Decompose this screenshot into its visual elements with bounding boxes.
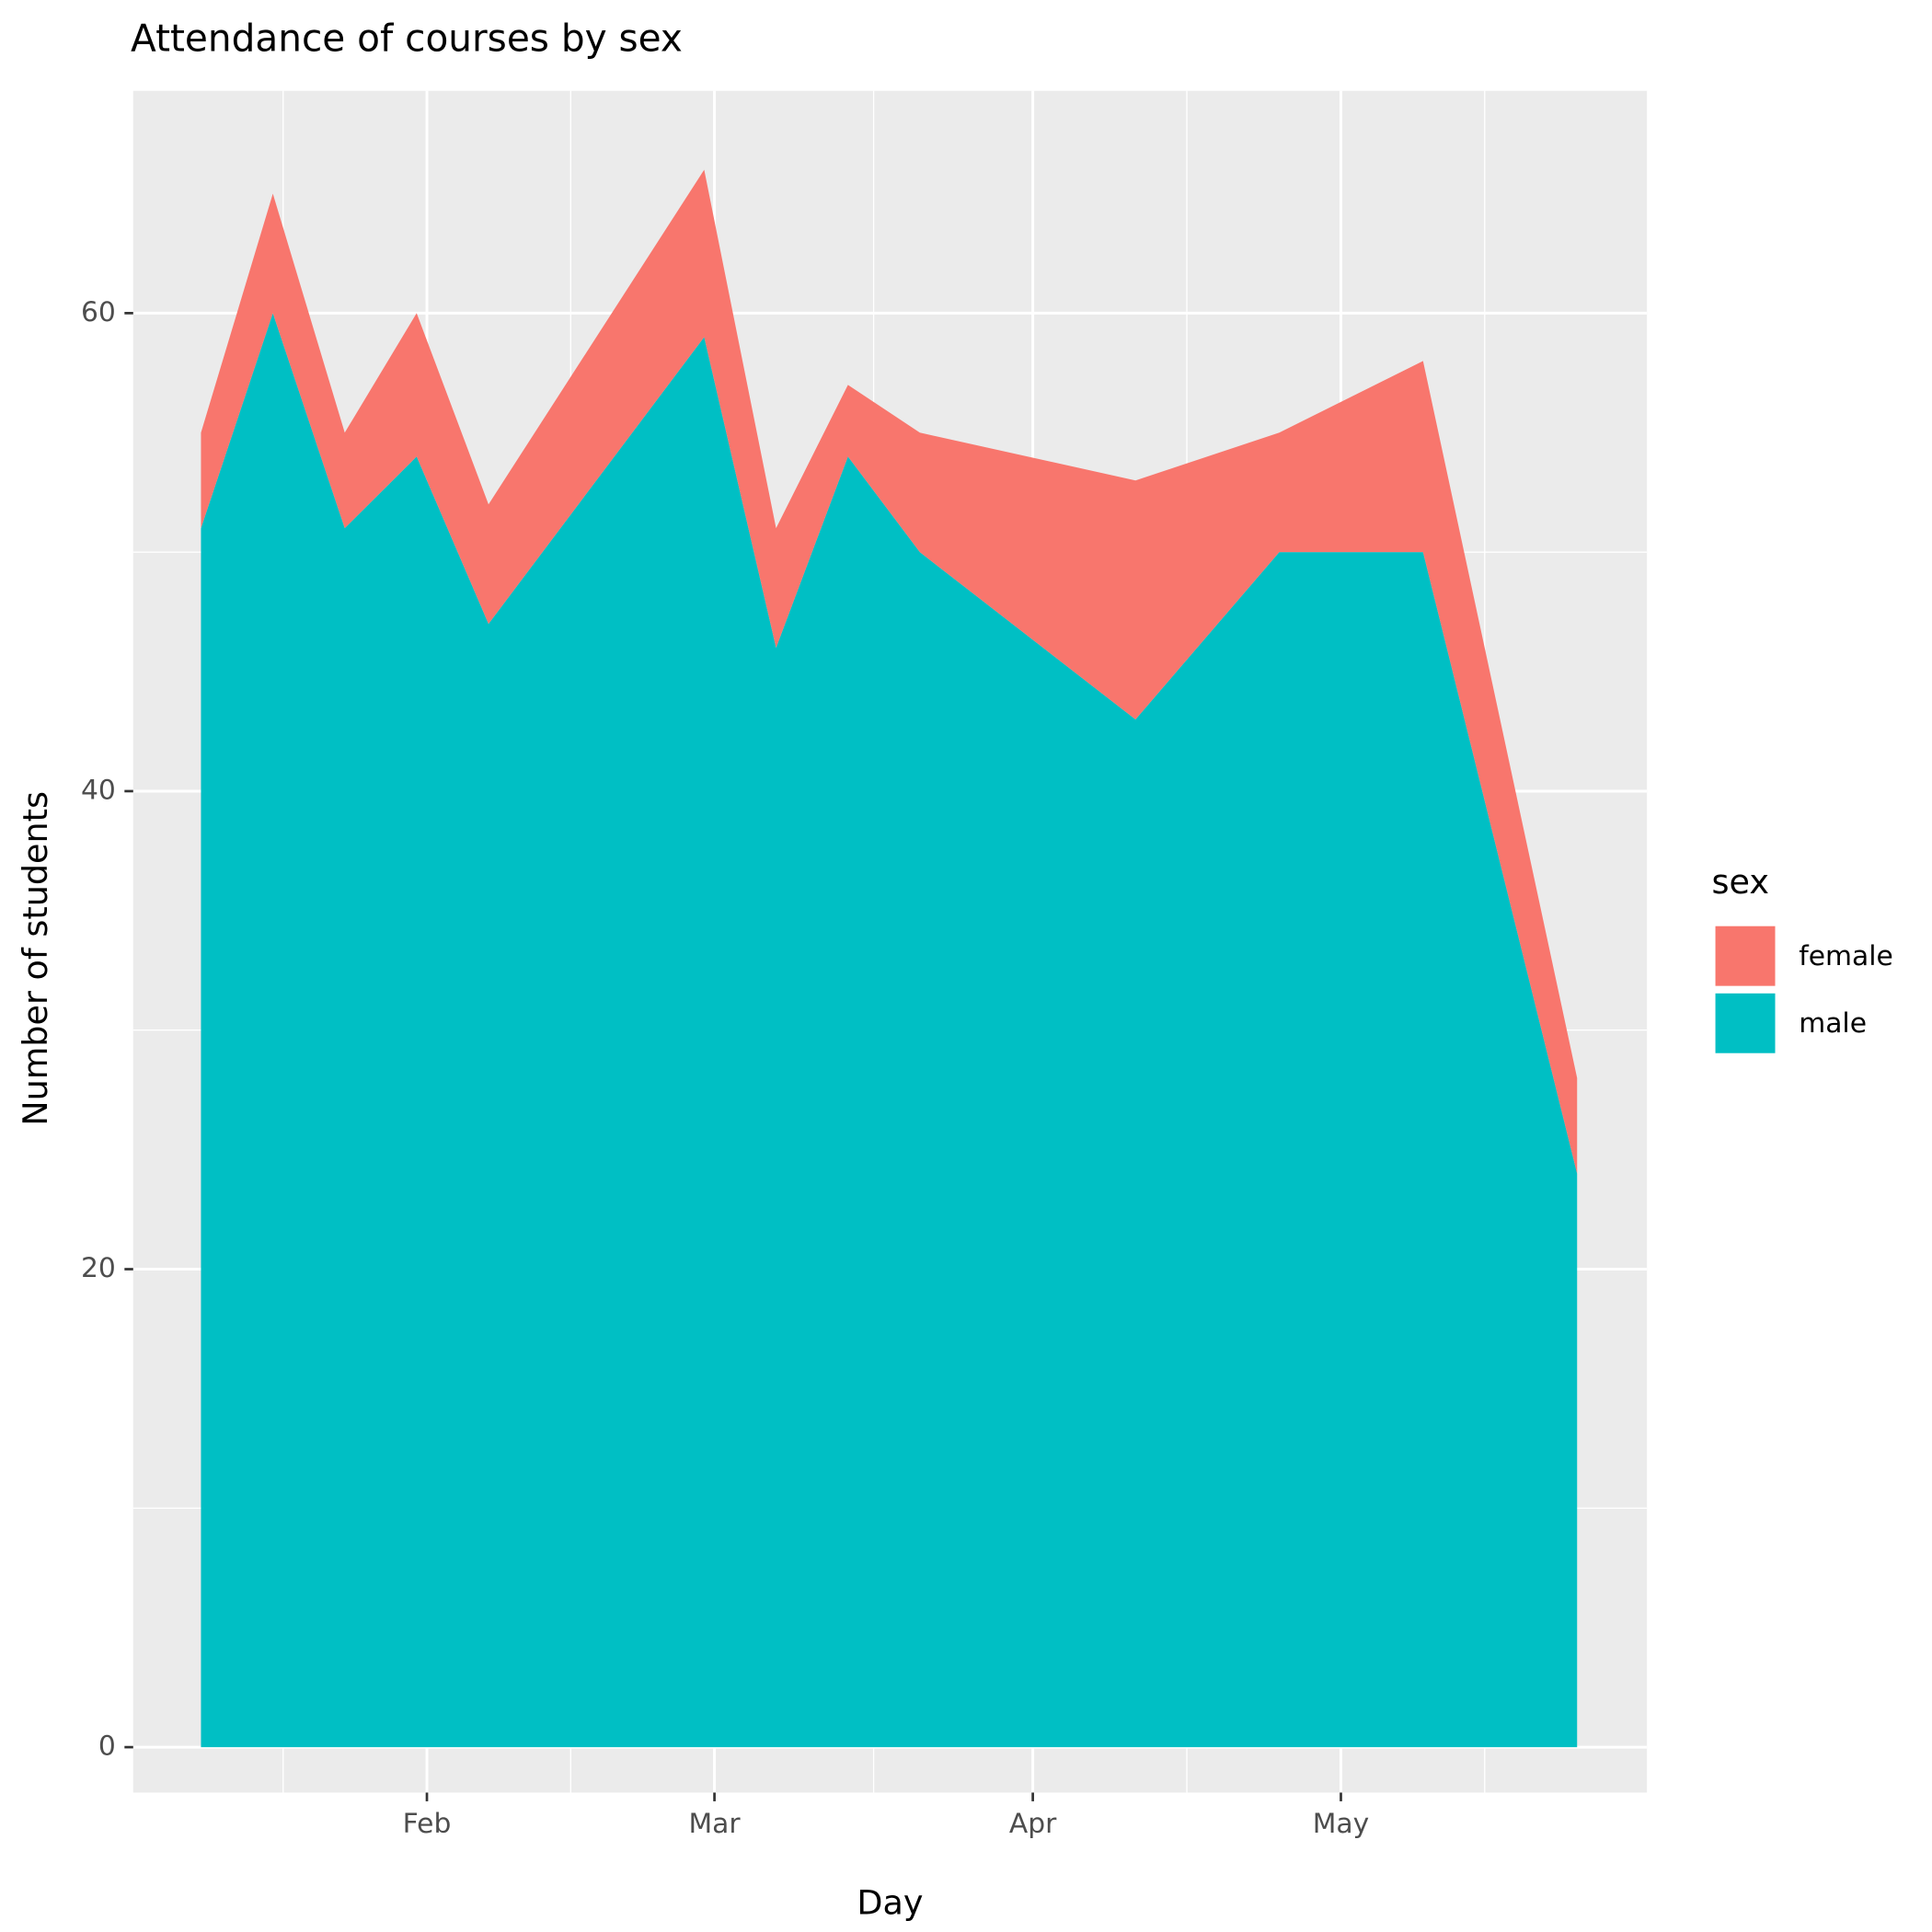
- x-tick-label: Apr: [1009, 1808, 1057, 1840]
- legend: sex female male: [1712, 862, 1893, 1056]
- area: [201, 313, 1578, 1748]
- x-tick-label: Mar: [689, 1808, 742, 1840]
- legend-label: male: [1799, 1007, 1867, 1040]
- legend-label: female: [1799, 940, 1893, 972]
- areas: [201, 169, 1578, 1748]
- y-tick-label: 60: [81, 296, 116, 328]
- legend-title: sex: [1712, 862, 1769, 902]
- y-tick-label: 20: [81, 1252, 116, 1284]
- x-tick-label: May: [1313, 1808, 1370, 1840]
- y-axis-title: Number of students: [16, 791, 55, 1126]
- y-tick-label: 40: [81, 774, 116, 806]
- chart-title: Attendance of courses by sex: [131, 17, 683, 61]
- legend-key: [1712, 923, 1778, 989]
- legend-key: [1712, 991, 1778, 1056]
- axes: 0 20 40 60 Feb Mar Apr May: [81, 296, 1369, 1840]
- area: [201, 169, 1578, 1174]
- y-tick-label: 0: [98, 1731, 116, 1763]
- x-axis-title: Day: [857, 1883, 923, 1923]
- x-tick-label: Feb: [403, 1808, 452, 1840]
